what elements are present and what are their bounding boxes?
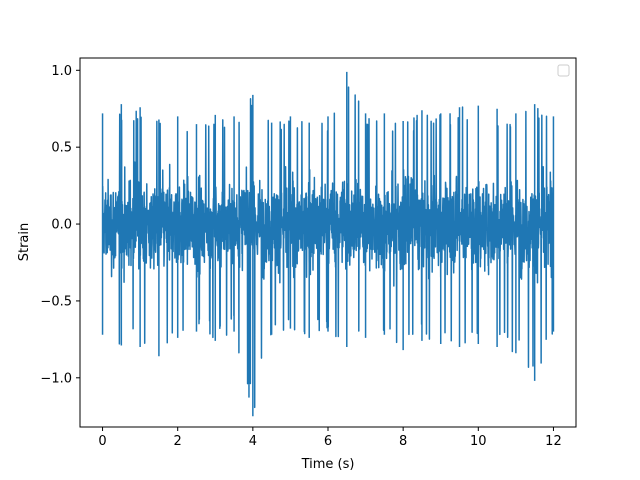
legend-box <box>557 64 570 77</box>
y-tick-label: −0.5 <box>40 294 72 309</box>
x-tick-label: 8 <box>399 434 407 449</box>
strain-series-line <box>101 71 555 417</box>
x-axis-label: Time (s) <box>301 457 355 472</box>
x-axis: 0 2 4 6 8 10 12 <box>98 427 562 449</box>
x-tick-label: 2 <box>174 434 182 449</box>
y-tick-label: 0.0 <box>51 218 72 233</box>
x-tick-label: 0 <box>98 434 106 449</box>
y-tick-label: 0.5 <box>51 141 72 156</box>
x-tick-label: 12 <box>545 434 562 449</box>
series-layer <box>101 71 555 417</box>
x-tick-label: 10 <box>470 434 487 449</box>
y-tick-label: 1.0 <box>51 64 72 79</box>
y-axis: −1.0 −0.5 0.0 0.5 1.0 <box>40 64 80 386</box>
x-tick-label: 4 <box>249 434 257 449</box>
x-tick-label: 6 <box>324 434 332 449</box>
y-tick-label: −1.0 <box>40 371 72 386</box>
y-axis-label: Strain <box>17 223 32 262</box>
